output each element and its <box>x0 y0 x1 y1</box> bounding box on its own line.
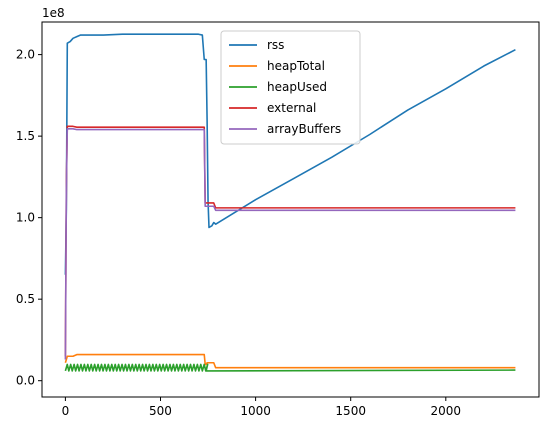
x-tick-label: 1500 <box>335 404 366 418</box>
y-tick-label: 1.0 <box>16 211 35 225</box>
y-tick-label: 2.0 <box>16 48 35 62</box>
legend-label-external: external <box>267 101 316 115</box>
legend-label-arrayBuffers: arrayBuffers <box>267 122 341 136</box>
x-tick-label: 0 <box>62 404 70 418</box>
y-offset-text: 1e8 <box>42 6 65 20</box>
series-line-external <box>64 125 516 357</box>
legend-box <box>220 30 361 145</box>
legend-label-heapUsed: heapUsed <box>267 80 327 94</box>
y-tick-label: 0.5 <box>16 292 35 306</box>
x-tick-label: 1000 <box>240 404 271 418</box>
series-line-arrayBuffers <box>64 127 516 360</box>
series-line-rss <box>64 33 516 275</box>
y-axis: 0.0 0.5 1.0 1.5 2.0 <box>16 48 42 388</box>
legend-label-rss: rss <box>267 38 284 52</box>
legend: rss heapTotal heapUsed external arrayBuffers <box>220 30 361 145</box>
plot-lines <box>64 33 516 372</box>
axes-frame <box>41 21 540 398</box>
legend-label-heapTotal: heapTotal <box>267 59 325 73</box>
series-line-heapTotal <box>64 353 516 369</box>
y-tick-label: 0.0 <box>16 374 35 388</box>
series-line-heapUsed <box>64 363 516 372</box>
x-tick-label: 2000 <box>431 404 462 418</box>
x-tick-label: 500 <box>149 404 172 418</box>
x-axis: 0 500 1000 1500 2000 <box>62 397 461 418</box>
y-tick-label: 1.5 <box>16 129 35 143</box>
